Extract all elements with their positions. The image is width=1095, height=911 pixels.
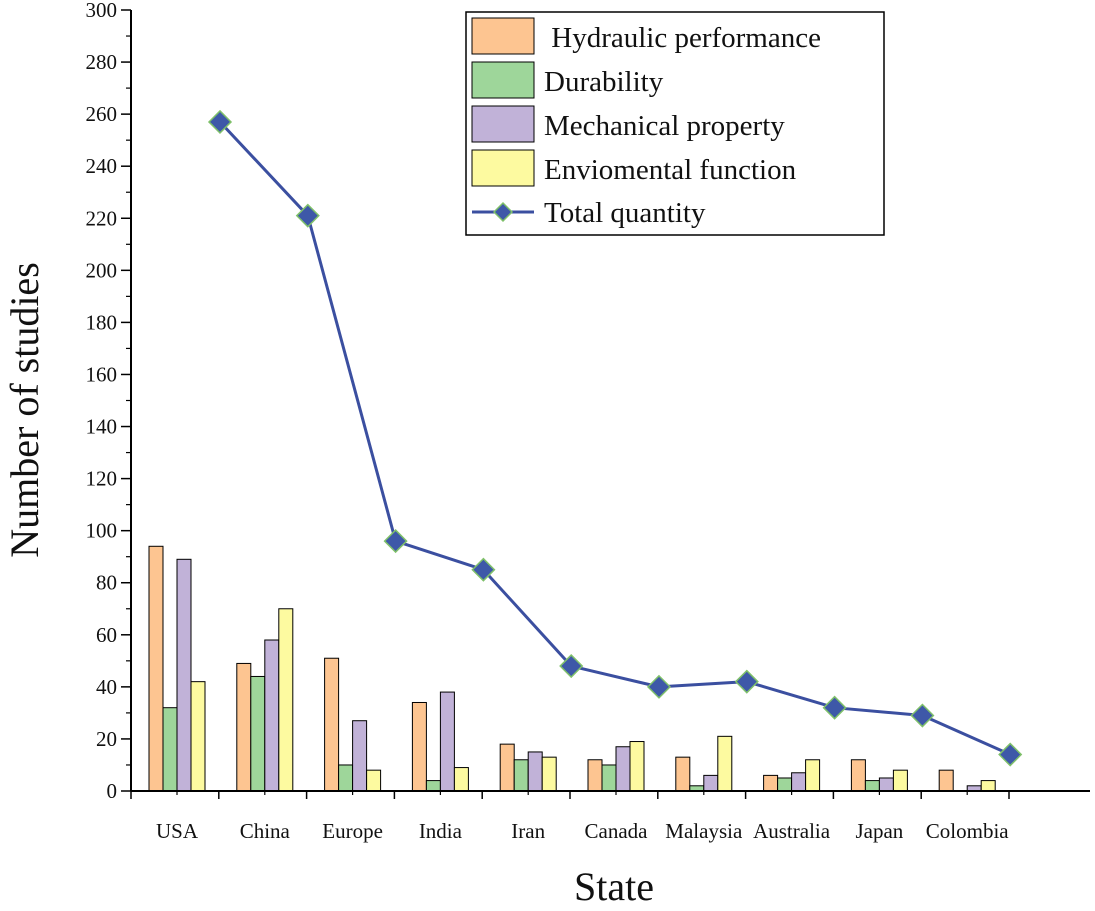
x-tick-label: Canada (585, 819, 649, 843)
bar (162, 707, 178, 792)
bar (264, 639, 280, 792)
y-tick-label: 160 (86, 362, 118, 386)
y-tick-label: 200 (86, 258, 118, 282)
bar (587, 759, 603, 792)
y-tick-label: 80 (96, 571, 117, 595)
bar (366, 769, 382, 792)
bar (892, 769, 908, 792)
bar (324, 657, 340, 792)
bar (938, 769, 954, 792)
legend: Hydraulic performance Durability Mechani… (465, 11, 885, 236)
bar (878, 777, 894, 792)
bar (615, 746, 631, 792)
legend-swatch-hydraulic (471, 17, 535, 55)
y-tick-label: 120 (86, 467, 118, 491)
total-quantity-line (218, 120, 1011, 756)
bar (864, 780, 880, 792)
bar (411, 701, 427, 792)
bar (439, 691, 455, 792)
x-tick-label: Iran (511, 819, 545, 843)
y-tick-label: 60 (96, 623, 117, 647)
y-tick-label: 240 (86, 154, 118, 178)
legend-label-durability: Durability (544, 66, 664, 98)
y-tick-label: 280 (86, 50, 118, 74)
total-quantity-marker (471, 557, 496, 582)
legend-label-environmental: Enviomental function (544, 154, 797, 186)
x-tick-label: Japan (855, 819, 903, 843)
bar (629, 741, 645, 792)
total-quantity-marker (295, 203, 320, 228)
x-tick-label: USA (156, 819, 199, 843)
bar (250, 675, 266, 792)
x-tick-label: China (240, 819, 291, 843)
total-quantity-marker (734, 669, 759, 694)
y-tick-label: 300 (86, 0, 118, 22)
legend-swatch-mechanical (471, 105, 535, 143)
bar (703, 774, 719, 792)
x-tick-label: Europe (322, 819, 383, 843)
total-quantity-marker (822, 695, 847, 720)
bar (453, 767, 469, 792)
y-axis-title: Number of studies (2, 262, 47, 558)
bar (176, 558, 192, 792)
total-quantity-marker (207, 109, 233, 135)
bar (601, 764, 617, 792)
y-tick-label: 220 (86, 206, 118, 230)
total-quantity-marker (646, 674, 672, 699)
legend-label-mechanical: Mechanical property (544, 110, 785, 142)
legend-label-total: Total quantity (544, 197, 706, 229)
legend-label-hydraulic: Hydraulic performance (544, 22, 821, 54)
bars-layer (148, 545, 996, 792)
x-ticks: USA China Europe India Iran Canada Malaysia Aus… (130, 791, 1010, 843)
bar (527, 751, 543, 792)
bar (425, 780, 441, 792)
bar (513, 759, 529, 792)
bar (352, 720, 368, 792)
x-tick-label: Australia (753, 819, 831, 843)
x-tick-label: Malaysia (665, 819, 743, 843)
y-ticks: 0 20 40 60 80 100 120 140 160 180 200 220 240 260 280 3… (86, 0, 131, 803)
bar (717, 735, 733, 792)
bar (541, 756, 557, 792)
y-tick-label: 260 (86, 102, 118, 126)
y-tick-label: 0 (107, 779, 118, 803)
y-tick-label: 40 (96, 675, 117, 699)
legend-swatch-durability (471, 61, 535, 99)
x-tick-label: Colombia (926, 819, 1010, 843)
x-axis-title: State (574, 864, 654, 909)
line-layer (207, 109, 1023, 767)
bar (777, 777, 793, 792)
bar (236, 662, 252, 792)
bar (278, 608, 294, 792)
total-quantity-marker (559, 653, 584, 679)
total-quantity-marker (998, 742, 1023, 767)
legend-marker-total (492, 201, 514, 223)
bar (850, 759, 866, 792)
bar (675, 756, 691, 792)
bar (499, 743, 515, 792)
bar (791, 772, 807, 792)
x-tick-label: India (419, 819, 463, 843)
bar (763, 774, 779, 792)
y-tick-label: 20 (96, 727, 117, 751)
legend-swatch-environmental (471, 149, 535, 187)
total-quantity-marker (910, 703, 935, 728)
y-tick-label: 140 (86, 415, 118, 439)
bar (805, 759, 821, 792)
bar (338, 764, 354, 792)
bar (148, 545, 164, 792)
y-tick-label: 100 (86, 519, 118, 543)
y-tick-label: 180 (86, 310, 118, 334)
legend-frame (465, 11, 885, 236)
bar (190, 681, 206, 792)
bar (980, 780, 996, 792)
total-quantity-marker (383, 529, 408, 554)
